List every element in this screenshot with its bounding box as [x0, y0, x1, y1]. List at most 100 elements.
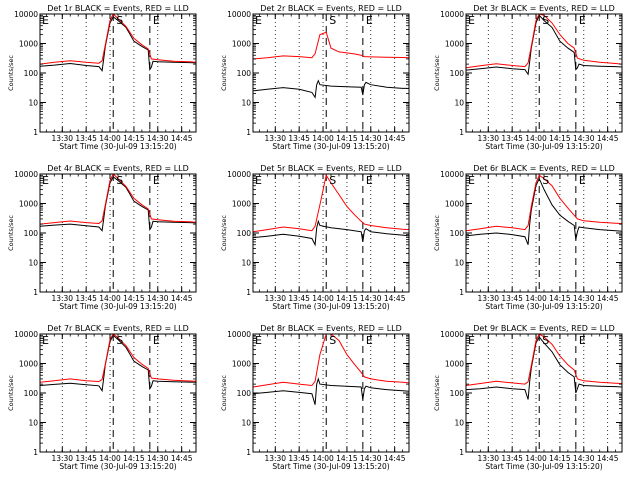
x-tick-label: 14:45 — [384, 454, 406, 463]
x-tick-label: 14:15 — [549, 134, 571, 143]
marker-label: E — [366, 14, 373, 27]
series-red-line — [466, 174, 622, 232]
x-tick-label: 13:45 — [75, 454, 97, 463]
marker-label: E — [255, 334, 262, 347]
series-black-line — [40, 16, 196, 72]
x-tick-label: 14:30 — [360, 454, 382, 463]
y-axis-title: Counts/sec — [7, 375, 15, 411]
series-red-line — [253, 174, 409, 233]
y-tick-label: 10000 — [14, 170, 38, 179]
plot-frame — [465, 13, 623, 133]
y-tick-label: 1 — [33, 288, 38, 297]
series-black-line — [466, 335, 622, 400]
marker-label: S — [542, 334, 549, 347]
x-tick-label: 14:00 — [99, 134, 121, 143]
x-tick-label: 13:30 — [477, 294, 499, 303]
y-axis-title: Counts/sec — [220, 55, 228, 91]
x-tick-label: 14:45 — [597, 134, 619, 143]
marker-label: S — [116, 334, 123, 347]
y-tick-label: 10 — [28, 259, 38, 268]
panel-title: Det 1r BLACK = Events, RED = LLD — [47, 4, 189, 13]
x-tick-label: 14:30 — [360, 134, 382, 143]
x-tick-label: 14:30 — [573, 294, 595, 303]
series-black-line — [253, 79, 409, 99]
y-tick-label: 1 — [33, 448, 38, 457]
series-black-line — [466, 177, 622, 245]
y-axis-title: Counts/sec — [7, 215, 15, 251]
x-tick-label: 13:45 — [501, 294, 523, 303]
x-tick-label: 13:30 — [264, 294, 286, 303]
x-tick-label: 14:00 — [525, 134, 547, 143]
x-tick-label: 13:45 — [288, 134, 310, 143]
x-tick-label: 14:30 — [573, 134, 595, 143]
x-tick-label: 14:45 — [384, 294, 406, 303]
x-tick-label: 14:00 — [525, 454, 547, 463]
x-axis-title: Start Time (30-Jul-09 13:15:20) — [272, 462, 389, 471]
marker-label: E — [366, 174, 373, 187]
marker-label: E — [42, 334, 49, 347]
y-tick-label: 1 — [246, 448, 251, 457]
x-tick-label: 13:45 — [288, 454, 310, 463]
panel-title: Det 6r BLACK = Events, RED = LLD — [473, 164, 615, 173]
y-axis-title: Counts/sec — [433, 215, 441, 251]
plot-frame — [465, 173, 623, 293]
marker-label: E — [468, 334, 475, 347]
x-tick-label: 14:15 — [123, 454, 145, 463]
panel-title: Det 4r BLACK = Events, RED = LLD — [47, 164, 189, 173]
x-axis-title: Start Time (30-Jul-09 13:15:20) — [485, 142, 602, 151]
x-tick-label: 14:45 — [171, 454, 193, 463]
marker-label: E — [42, 174, 49, 187]
y-tick-label: 1000 — [19, 40, 38, 49]
y-axis-title: Counts/sec — [220, 215, 228, 251]
marker-label: E — [255, 174, 262, 187]
x-axis-title: Start Time (30-Jul-09 13:15:20) — [272, 142, 389, 151]
x-tick-label: 14:00 — [312, 294, 334, 303]
panel-title: Det 2r BLACK = Events, RED = LLD — [260, 4, 402, 13]
y-tick-label: 100 — [24, 69, 39, 78]
plot-frame — [252, 333, 410, 453]
x-tick-label: 13:30 — [51, 454, 73, 463]
marker-label: S — [329, 14, 336, 27]
plot-frame — [465, 333, 623, 453]
y-tick-label: 10 — [28, 99, 38, 108]
y-tick-label: 10 — [241, 259, 251, 268]
x-tick-label: 14:30 — [360, 294, 382, 303]
y-tick-label: 100 — [450, 229, 465, 238]
x-tick-label: 14:15 — [123, 134, 145, 143]
x-tick-label: 13:30 — [264, 454, 286, 463]
y-tick-label: 1000 — [232, 200, 251, 209]
x-tick-label: 13:45 — [501, 454, 523, 463]
x-tick-label: 14:00 — [312, 134, 334, 143]
marker-label: E — [153, 334, 160, 347]
y-tick-label: 10000 — [227, 330, 251, 339]
x-tick-label: 14:00 — [99, 294, 121, 303]
x-axis-title: Start Time (30-Jul-09 13:15:20) — [272, 302, 389, 311]
y-tick-label: 10 — [454, 99, 464, 108]
x-tick-label: 14:15 — [549, 454, 571, 463]
series-black-line — [466, 14, 622, 76]
x-axis-title: Start Time (30-Jul-09 13:15:20) — [485, 302, 602, 311]
y-tick-label: 100 — [450, 389, 465, 398]
y-tick-label: 1000 — [232, 360, 251, 369]
x-axis-title: Start Time (30-Jul-09 13:15:20) — [59, 302, 176, 311]
marker-label: E — [255, 14, 262, 27]
x-tick-label: 14:45 — [597, 454, 619, 463]
x-tick-label: 14:15 — [336, 134, 358, 143]
marker-label: E — [366, 334, 373, 347]
x-tick-label: 13:30 — [477, 454, 499, 463]
marker-label: S — [329, 334, 336, 347]
y-tick-label: 100 — [24, 229, 39, 238]
marker-label: S — [116, 174, 123, 187]
x-tick-label: 13:45 — [501, 134, 523, 143]
y-tick-label: 1000 — [19, 200, 38, 209]
x-tick-label: 13:45 — [75, 294, 97, 303]
series-black-line — [40, 334, 196, 393]
series-red-line — [253, 334, 409, 388]
marker-label: E — [579, 334, 586, 347]
panel-title: Det 9r BLACK = Events, RED = LLD — [473, 324, 615, 333]
